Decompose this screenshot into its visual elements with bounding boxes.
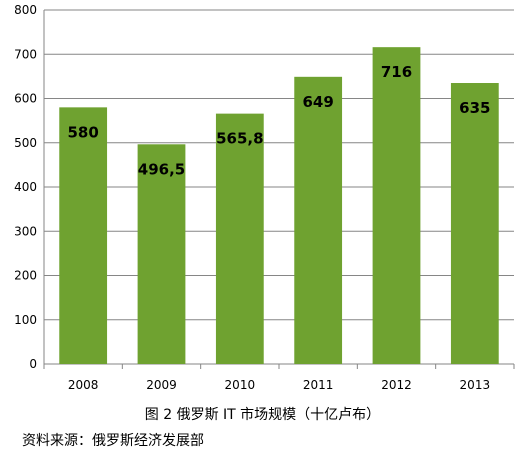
chart-area: 0 100 200 300 400 500 600 700 800 580 2008 496,5 200… — [14, 3, 515, 392]
bar-data-label: 649 — [303, 93, 334, 111]
bar-data-label: 716 — [381, 63, 412, 81]
bar-data-label: 580 — [68, 123, 99, 141]
y-tick-label: 700 — [14, 47, 37, 61]
y-tick-label: 100 — [14, 313, 37, 327]
bar — [450, 83, 499, 364]
y-tick-label: 600 — [14, 92, 37, 106]
bar-data-label: 635 — [459, 99, 490, 117]
figure-caption: 图 2 俄罗斯 IT 市场规模（十亿卢布） — [144, 407, 381, 423]
y-tick-label: 500 — [14, 136, 37, 150]
x-tick-label: 2010 — [225, 378, 256, 392]
bar-data-label: 565,8 — [216, 130, 263, 148]
bar-chart: 0 100 200 300 400 500 600 700 800 580 2008 496,5 200… — [14, 3, 515, 392]
x-tick-label: 2013 — [460, 378, 491, 392]
bar — [294, 76, 343, 364]
x-tick-label: 2011 — [303, 378, 334, 392]
y-tick-label: 0 — [29, 357, 37, 371]
x-tick-label: 2009 — [146, 378, 177, 392]
x-tick-label: 2012 — [381, 378, 412, 392]
bar-data-label: 496,5 — [138, 160, 185, 178]
y-tick-label: 800 — [14, 3, 37, 17]
source-note: 资料来源：俄罗斯经济发展部 — [22, 433, 204, 449]
y-tick-label: 300 — [14, 224, 37, 238]
bar — [137, 144, 186, 364]
y-tick-label: 200 — [14, 269, 37, 283]
bar — [59, 107, 108, 364]
bar — [372, 47, 421, 365]
x-tick-label: 2008 — [68, 378, 99, 392]
bar — [215, 113, 264, 364]
y-tick-label: 400 — [14, 180, 37, 194]
